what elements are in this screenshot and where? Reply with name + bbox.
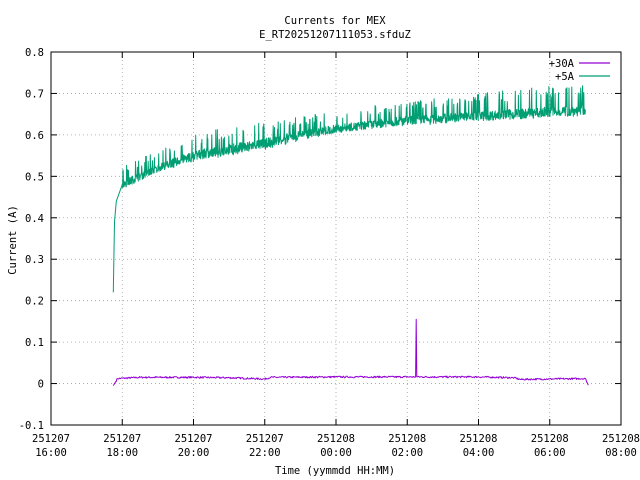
x-tick-label-date: 251207 [32,433,70,445]
series-line-plus5a [112,85,586,293]
plot-border [50,51,622,426]
x-tick-label-time: 18:00 [106,447,138,459]
x-tick-label-date: 251208 [317,433,355,445]
x-tick-label-date: 251208 [388,433,426,445]
y-tick-label: 0.2 [25,296,44,308]
x-tick-label-time: 08:00 [605,447,637,459]
x-tick-label-date: 251208 [460,433,498,445]
x-tick-label-time: 06:00 [534,447,566,459]
x-axis-ticks: 251207 16:00 251207 18:00 251207 20:00 251207 2… [32,52,640,459]
x-tick-label-date: 251207 [103,433,141,445]
x-tick-label-time: 20:00 [178,447,210,459]
x-tick-label-time: 16:00 [35,447,67,459]
legend-label: +30A [549,58,575,70]
legend: +30A+5A [549,58,610,83]
x-tick-label-date: 251207 [246,433,284,445]
chart-subtitle: E_RT20251207111053.sfduZ [259,29,411,41]
y-tick-label: 0.1 [25,337,44,349]
chart-title: Currents for MEX [284,15,386,27]
y-tick-label: 0.8 [25,47,44,59]
x-tick-label-time: 22:00 [249,447,281,459]
series-group [112,85,589,386]
y-tick-label: 0.4 [25,213,44,225]
x-tick-label-date: 251208 [531,433,569,445]
y-tick-label: 0.5 [25,171,44,183]
x-tick-label-time: 00:00 [320,447,352,459]
y-axis-ticks: -0.1 0 0.1 0.2 0.3 0.4 0.5 0.6 0.7 0.8 [19,47,621,432]
x-tick-label-time: 04:00 [463,447,495,459]
y-tick-label: -0.1 [19,420,44,432]
legend-label: +5A [555,71,575,83]
y-tick-label: 0.6 [25,130,44,142]
x-tick-label-date: 251208 [602,433,640,445]
series-line-plus30a [112,318,589,386]
y-tick-label: 0.3 [25,254,44,266]
grid [50,51,622,426]
x-tick-label-time: 02:00 [391,447,423,459]
x-axis-label: Time (yymmdd HH:MM) [275,465,395,477]
y-axis-label: Current (A) [7,205,19,275]
x-tick-label-date: 251207 [175,433,213,445]
y-tick-label: 0 [38,379,44,391]
y-tick-label: 0.7 [25,88,44,100]
